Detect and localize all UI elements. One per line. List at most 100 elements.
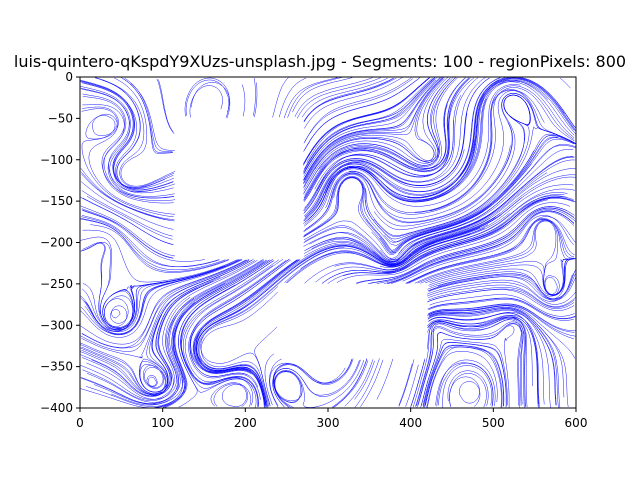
- streamline: [80, 347, 116, 364]
- streamline: [402, 215, 574, 282]
- streamline: [95, 77, 141, 144]
- streamline: [376, 358, 394, 400]
- streamline: [198, 317, 268, 406]
- streamline: [115, 98, 175, 192]
- streamline: [81, 173, 170, 221]
- streamline: [405, 77, 433, 105]
- streamline: [363, 145, 511, 223]
- streamline: [182, 265, 273, 386]
- streamline: [418, 77, 454, 162]
- streamline: [371, 161, 532, 255]
- streamline: [289, 259, 300, 267]
- streamline: [304, 103, 406, 170]
- streamline: [82, 106, 119, 140]
- streamline: [409, 77, 443, 126]
- streamline: [538, 258, 576, 296]
- streamline: [376, 249, 479, 284]
- streamline: [487, 176, 576, 224]
- streamline: [304, 134, 420, 184]
- streamline: [304, 181, 329, 219]
- streamline: [306, 77, 430, 163]
- streamline: [86, 298, 195, 403]
- streamline: [81, 108, 118, 136]
- streamline: [529, 198, 575, 207]
- streamline: [304, 114, 341, 151]
- streamline: [345, 77, 475, 178]
- streamline: [407, 80, 535, 199]
- streamline: [102, 289, 134, 328]
- streamlines: [80, 77, 576, 408]
- streamline: [345, 193, 516, 261]
- streamline: [134, 234, 176, 257]
- streamline: [304, 171, 328, 209]
- streamline: [303, 100, 413, 174]
- streamline: [472, 305, 575, 340]
- streamline: [303, 136, 408, 187]
- streamline: [80, 325, 94, 335]
- streamline: [322, 77, 373, 93]
- streamline: [417, 267, 465, 284]
- y-tick-label: −300: [40, 318, 73, 332]
- streamline: [303, 127, 437, 191]
- streamline: [449, 77, 471, 116]
- streamline: [303, 249, 318, 257]
- streamline: [420, 325, 515, 408]
- streamline: [427, 308, 558, 367]
- streamline: [344, 359, 374, 407]
- streamline: [163, 267, 258, 408]
- streamline: [80, 85, 131, 151]
- streamline: [531, 137, 575, 162]
- x-tick-label: 200: [234, 416, 257, 430]
- streamline: [319, 77, 394, 106]
- streamline: [325, 171, 480, 215]
- streamline: [200, 247, 345, 364]
- streamline: [441, 77, 456, 94]
- streamline: [184, 325, 259, 408]
- streamline: [375, 197, 561, 272]
- streamline: [147, 172, 175, 185]
- streamline: [92, 259, 247, 345]
- streamline: [479, 345, 507, 408]
- streamline: [303, 173, 364, 233]
- streamline: [272, 97, 279, 118]
- streamline: [529, 220, 575, 259]
- streamline: [368, 77, 388, 86]
- streamline: [486, 303, 576, 332]
- y-axis: 0 −50 −100 −150 −200 −250 −300 −350 −400: [40, 70, 80, 415]
- streamline: [198, 377, 258, 407]
- streamline: [304, 225, 376, 248]
- streamline: [424, 345, 500, 408]
- streamline: [304, 158, 425, 211]
- streamline: [396, 136, 558, 250]
- streamline: [311, 217, 496, 265]
- streamline: [467, 297, 576, 319]
- streamline: [427, 305, 534, 319]
- streamline: [372, 150, 534, 243]
- streamline: [303, 152, 351, 202]
- streamline: [80, 344, 105, 355]
- x-tick-label: 500: [482, 416, 505, 430]
- streamline: [304, 262, 380, 284]
- streamline: [180, 260, 275, 381]
- streamline: [478, 209, 576, 250]
- streamline: [397, 84, 521, 207]
- streamline: [88, 259, 243, 338]
- streamline: [253, 89, 256, 116]
- streamline: [414, 89, 532, 213]
- streamline: [422, 77, 449, 128]
- streamline: [92, 213, 174, 259]
- streamline: [303, 97, 339, 123]
- streamline: [80, 295, 134, 332]
- streamline: [383, 192, 568, 271]
- streamline: [301, 224, 489, 266]
- streamline: [334, 397, 346, 408]
- streamline: [304, 168, 398, 225]
- streamline: [188, 283, 261, 400]
- streamline: [347, 77, 381, 89]
- streamline: [544, 258, 575, 295]
- streamline: [427, 301, 468, 310]
- streamline: [451, 373, 487, 408]
- streamline: [178, 399, 192, 408]
- streamline: [427, 309, 459, 316]
- streamline: [144, 244, 173, 259]
